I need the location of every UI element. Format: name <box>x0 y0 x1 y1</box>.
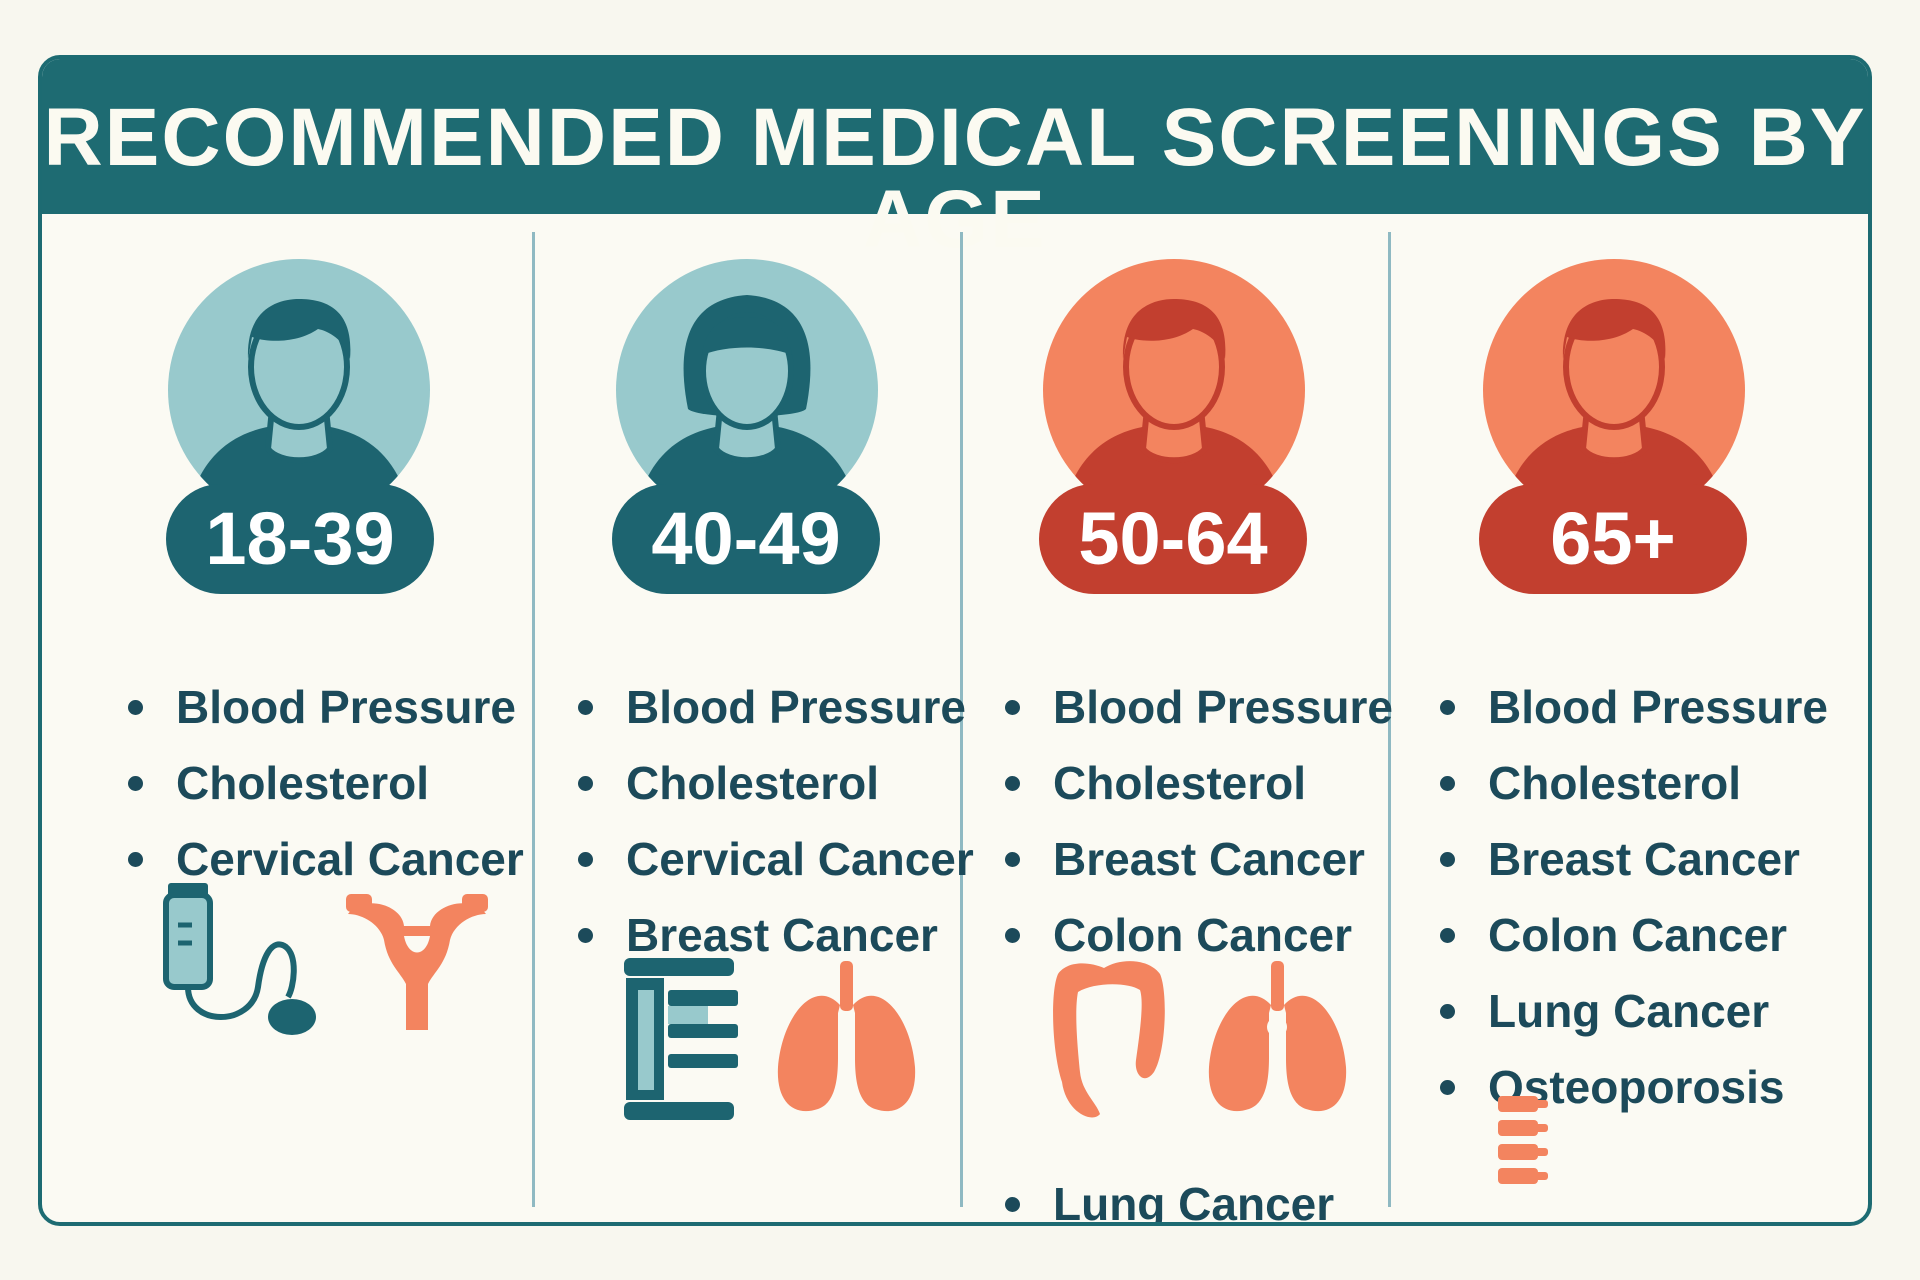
age-badge: 18-39 <box>166 484 434 594</box>
spine-icon <box>1494 1094 1554 1194</box>
age-badge: 65+ <box>1479 484 1747 594</box>
list-item: Blood Pressure <box>1440 669 1828 745</box>
list-item: Cholesterol <box>578 745 974 821</box>
list-item: Blood Pressure <box>1005 669 1393 745</box>
male-person-icon <box>168 259 430 521</box>
column-divider <box>1388 232 1391 1207</box>
list-item: Cervical Cancer <box>128 821 524 897</box>
list-item: Cervical Cancer <box>578 821 974 897</box>
list-item: Lung Cancer <box>1440 973 1828 1049</box>
list-item: Cholesterol <box>128 745 524 821</box>
colon-icon <box>1044 952 1174 1127</box>
column-divider <box>960 232 963 1207</box>
screening-list: Blood Pressure Cholesterol Cervical Canc… <box>578 669 974 973</box>
age-badge: 50-64 <box>1039 484 1307 594</box>
list-item: Cholesterol <box>1440 745 1828 821</box>
mammography-machine-icon <box>614 954 744 1124</box>
male-person-icon <box>1043 259 1305 521</box>
uterus-icon <box>342 884 492 1034</box>
screenings-card: RECOMMENDED MEDICAL SCREENINGS BY AGE 18… <box>38 55 1872 1226</box>
list-item: Colon Cancer <box>1005 897 1393 973</box>
lungs-icon <box>1205 957 1350 1117</box>
screening-list: Blood Pressure Cholesterol Breast Cancer… <box>1005 669 1393 973</box>
male-person-icon <box>1483 259 1745 521</box>
column-divider <box>532 232 535 1207</box>
list-item: Blood Pressure <box>128 669 524 745</box>
screening-list: Blood Pressure Cholesterol Cervical Canc… <box>128 669 524 897</box>
screening-list: Blood Pressure Cholesterol Breast Cancer… <box>1440 669 1828 1125</box>
female-person-icon <box>616 259 878 521</box>
page-title: RECOMMENDED MEDICAL SCREENINGS BY AGE <box>43 92 1867 265</box>
blood-pressure-monitor-icon <box>162 877 322 1037</box>
list-item: Blood Pressure <box>578 669 974 745</box>
list-item: Breast Cancer <box>578 897 974 973</box>
age-badge: 40-49 <box>612 484 880 594</box>
list-item: Cholesterol <box>1005 745 1393 821</box>
header-bar: RECOMMENDED MEDICAL SCREENINGS BY AGE <box>42 59 1868 261</box>
list-item: Breast Cancer <box>1005 821 1393 897</box>
list-item: Breast Cancer <box>1440 821 1828 897</box>
list-item: Colon Cancer <box>1440 897 1828 973</box>
lungs-icon <box>774 957 919 1117</box>
list-item: Lung Cancer <box>1005 1166 1334 1222</box>
